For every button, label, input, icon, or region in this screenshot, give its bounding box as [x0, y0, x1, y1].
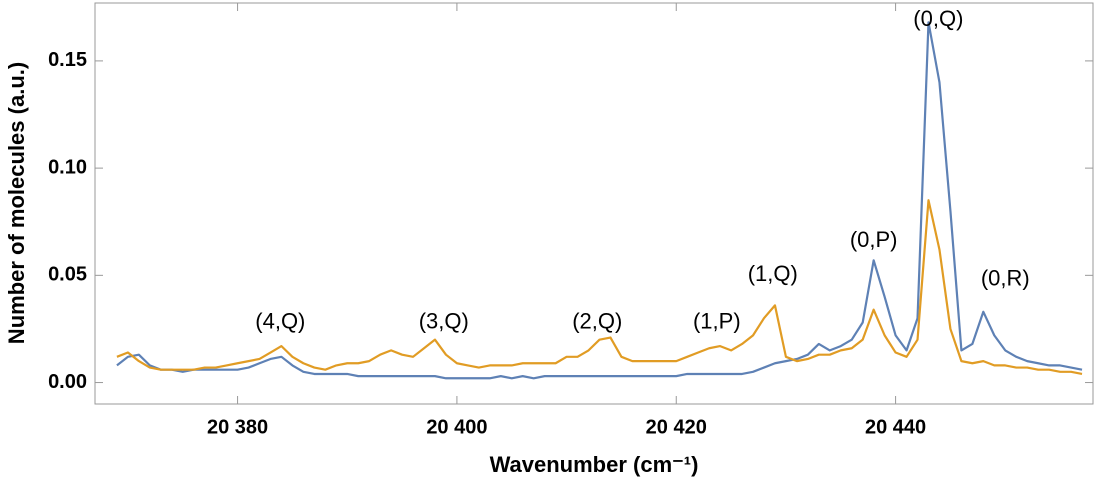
- x-tick-label: 20 400: [426, 416, 487, 438]
- data-line: [116, 199, 1083, 376]
- annotation: (0,P): [850, 227, 898, 252]
- y-tick-label: 0.15: [48, 49, 87, 71]
- annotation: (2,Q): [572, 308, 622, 333]
- x-axis-label: Wavenumber (cm⁻¹): [490, 452, 699, 477]
- y-axis-label: Number of molecules (a.u.): [4, 62, 29, 344]
- annotation: (1,Q): [748, 261, 798, 286]
- annotation: (3,Q): [419, 308, 469, 333]
- annotation: (1,P): [693, 308, 741, 333]
- y-tick-label: 0.10: [48, 156, 87, 178]
- x-tick-label: 20 380: [207, 416, 268, 438]
- data-line: [116, 21, 1083, 380]
- x-tick-label: 20 420: [646, 416, 707, 438]
- plot-frame: [94, 2, 1094, 405]
- x-tick-label: 20 440: [865, 416, 926, 438]
- annotation: (0,R): [981, 265, 1030, 290]
- y-tick-label: 0.05: [48, 264, 87, 286]
- annotation: (0,Q): [913, 6, 963, 31]
- annotation: (4,Q): [255, 308, 305, 333]
- y-tick-label: 0.00: [48, 371, 87, 393]
